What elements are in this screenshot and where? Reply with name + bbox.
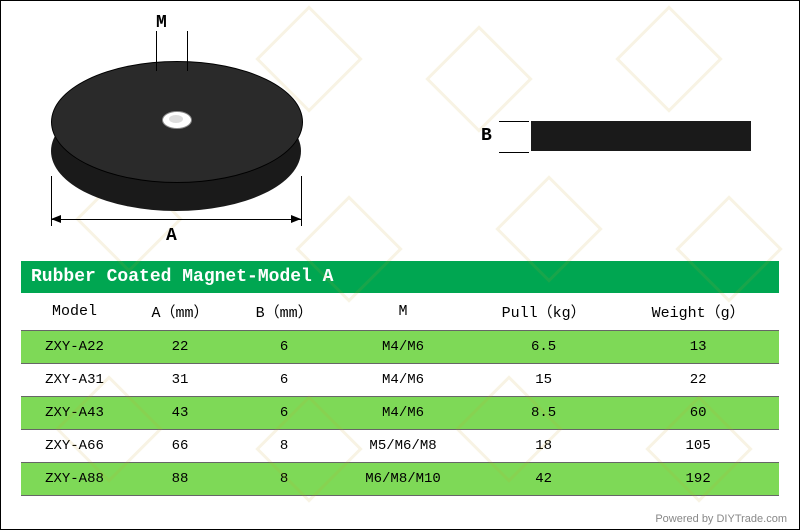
table-cell: 6 bbox=[232, 364, 336, 397]
table-cell: 8.5 bbox=[470, 397, 617, 430]
table-cell: ZXY-A66 bbox=[21, 430, 128, 463]
top-view-diagram: M A bbox=[1, 1, 381, 251]
table-row: ZXY-A22226M4/M66.513 bbox=[21, 331, 779, 364]
diagram-area: M A B bbox=[1, 1, 799, 251]
table-cell: 43 bbox=[128, 397, 232, 430]
table-cell: 105 bbox=[617, 430, 779, 463]
side-view-diagram: B bbox=[381, 1, 799, 251]
table-row: ZXY-A88888M6/M8/M1042192 bbox=[21, 463, 779, 496]
table-row: ZXY-A31316M4/M61522 bbox=[21, 364, 779, 397]
table-cell: 6 bbox=[232, 331, 336, 364]
table-cell: ZXY-A43 bbox=[21, 397, 128, 430]
table-cell: M4/M6 bbox=[336, 364, 470, 397]
page-container: M A B Rubber Coated Magnet-Model A Model… bbox=[0, 0, 800, 530]
table-cell: 13 bbox=[617, 331, 779, 364]
col-b: B（mm） bbox=[232, 293, 336, 331]
table-cell: 8 bbox=[232, 430, 336, 463]
table-cell: ZXY-A31 bbox=[21, 364, 128, 397]
table-cell: 22 bbox=[128, 331, 232, 364]
footer-credit: Powered by DIYTrade.com bbox=[655, 513, 787, 525]
col-pull: Pull（kg） bbox=[470, 293, 617, 331]
table-cell: 15 bbox=[470, 364, 617, 397]
table-cell: 18 bbox=[470, 430, 617, 463]
table-cell: 6 bbox=[232, 397, 336, 430]
col-m: M bbox=[336, 293, 470, 331]
table-cell: 31 bbox=[128, 364, 232, 397]
table-cell: ZXY-A22 bbox=[21, 331, 128, 364]
table-row: ZXY-A66668M5/M6/M818105 bbox=[21, 430, 779, 463]
table-cell: 6.5 bbox=[470, 331, 617, 364]
dimension-label-a: A bbox=[166, 226, 177, 246]
col-a: A（mm） bbox=[128, 293, 232, 331]
dimension-label-b: B bbox=[481, 126, 492, 146]
table-cell: M4/M6 bbox=[336, 397, 470, 430]
table-title: Rubber Coated Magnet-Model A bbox=[21, 261, 779, 293]
table-cell: M4/M6 bbox=[336, 331, 470, 364]
table-cell: M6/M8/M10 bbox=[336, 463, 470, 496]
table-cell: 66 bbox=[128, 430, 232, 463]
table-cell: 88 bbox=[128, 463, 232, 496]
table-cell: ZXY-A88 bbox=[21, 463, 128, 496]
table-cell: 192 bbox=[617, 463, 779, 496]
table-cell: 22 bbox=[617, 364, 779, 397]
table-header-row: Model A（mm） B（mm） M Pull（kg） Weight（g） bbox=[21, 293, 779, 331]
table-cell: 8 bbox=[232, 463, 336, 496]
col-weight: Weight（g） bbox=[617, 293, 779, 331]
col-model: Model bbox=[21, 293, 128, 331]
table-cell: M5/M6/M8 bbox=[336, 430, 470, 463]
table-row: ZXY-A43436M4/M68.560 bbox=[21, 397, 779, 430]
table-cell: 42 bbox=[470, 463, 617, 496]
dimension-label-m: M bbox=[156, 13, 167, 33]
table-cell: 60 bbox=[617, 397, 779, 430]
spec-table: Model A（mm） B（mm） M Pull（kg） Weight（g） Z… bbox=[21, 293, 779, 496]
table-area: Rubber Coated Magnet-Model A Model A（mm）… bbox=[1, 251, 799, 496]
